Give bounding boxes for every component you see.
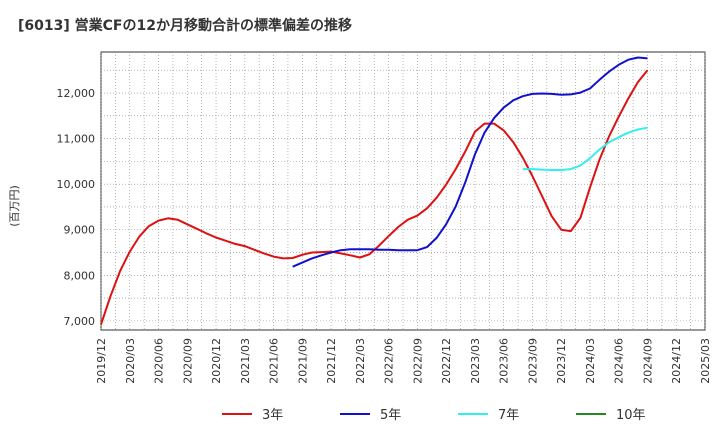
x-tick-label: 2021/12 (325, 338, 338, 384)
legend: 3年 5年 7年 10年 (222, 408, 646, 423)
x-tick-label: 2022/09 (411, 338, 424, 384)
y-tick-label: 8,000 (64, 269, 96, 282)
x-tick-label: 2021/06 (268, 338, 281, 384)
series-line-7年 (522, 126, 648, 171)
legend-label: 10年 (616, 408, 646, 423)
grid-layer (100, 52, 706, 330)
y-tick-label: 10,000 (57, 178, 96, 191)
x-tick-label: 2021/09 (296, 338, 309, 384)
x-tick-label: 2023/09 (526, 338, 539, 384)
x-tick-label: 2024/09 (641, 338, 654, 384)
legend-label: 5年 (380, 408, 401, 423)
x-tick-label: 2023/03 (469, 338, 482, 384)
x-tick-label: 2020/09 (181, 338, 194, 384)
y-tick-label: 11,000 (57, 133, 96, 146)
x-tick-label: 2020/03 (124, 338, 137, 384)
x-tick-label: 2023/12 (555, 338, 568, 384)
x-tick-label: 2022/06 (383, 338, 396, 384)
x-tick-label: 2021/03 (239, 338, 252, 384)
x-axis: 2019/12 2020/03 2020/06 2020/09 2020/12 2021/… (95, 338, 712, 384)
x-tick-label: 2025/03 (699, 338, 712, 384)
y-tick-label: 9,000 (64, 224, 96, 237)
y-tick-label: 7,000 (64, 315, 96, 328)
y-axis: 7,000 8,000 9,000 10,000 11,000 12,000 (57, 87, 96, 328)
y-axis-label: (百万円) (8, 185, 21, 227)
x-tick-label: 2024/03 (584, 338, 597, 384)
x-tick-label: 2020/06 (153, 338, 166, 384)
chart-title: [6013] 営業CFの12か月移動合計の標準偏差の推移 (18, 17, 352, 34)
legend-label: 3年 (262, 408, 283, 423)
x-tick-label: 2019/12 (95, 338, 108, 384)
x-tick-label: 2024/12 (670, 338, 683, 384)
x-tick-label: 2022/03 (354, 338, 367, 384)
series-line-5年 (292, 56, 648, 268)
y-tick-label: 12,000 (57, 87, 96, 100)
legend-label: 7年 (498, 408, 519, 423)
x-tick-label: 2023/06 (498, 338, 511, 384)
x-tick-label: 2022/12 (440, 338, 453, 384)
x-tick-label: 2020/12 (210, 338, 223, 384)
x-tick-label: 2024/06 (613, 338, 626, 384)
series-layer (100, 56, 649, 325)
